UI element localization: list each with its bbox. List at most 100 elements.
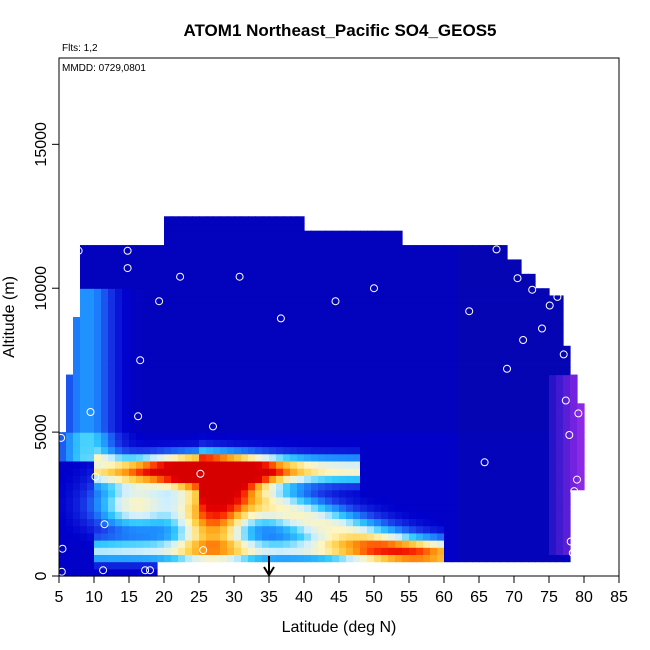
heatmap-cell xyxy=(346,245,354,253)
heatmap-cell xyxy=(521,547,529,556)
heatmap-cell xyxy=(493,460,501,469)
heatmap-cell xyxy=(66,374,74,383)
heatmap-cell xyxy=(150,439,158,448)
heatmap-cell xyxy=(171,302,179,311)
heatmap-cell xyxy=(164,360,172,368)
heatmap-cell xyxy=(409,281,417,289)
heatmap-cell xyxy=(451,424,459,433)
heatmap-cell xyxy=(332,252,340,261)
heatmap-cell xyxy=(353,252,361,261)
heatmap-cell xyxy=(185,532,193,541)
heatmap-cell xyxy=(367,468,375,476)
heatmap-cell xyxy=(486,331,494,340)
heatmap-cell xyxy=(101,511,109,520)
heatmap-cell xyxy=(115,309,123,318)
heatmap-cell xyxy=(199,216,207,225)
heatmap-cell xyxy=(80,475,88,484)
heatmap-cell xyxy=(423,446,431,455)
heatmap-cell xyxy=(297,554,305,563)
heatmap-cell xyxy=(374,439,382,448)
heatmap-cell xyxy=(248,237,256,246)
sample-points xyxy=(57,208,583,576)
heatmap-cell xyxy=(465,367,473,376)
heatmap-cell xyxy=(458,540,466,548)
heatmap-cell xyxy=(199,424,207,433)
heatmap-cell xyxy=(178,367,186,376)
heatmap-cell xyxy=(234,453,242,462)
heatmap-cell xyxy=(318,374,326,383)
heatmap-cell xyxy=(80,525,88,534)
heatmap-cell xyxy=(444,532,452,541)
heatmap-cell xyxy=(122,432,130,440)
heatmap-cell xyxy=(59,532,67,541)
heatmap-cell xyxy=(115,273,123,282)
heatmap-cell xyxy=(395,396,403,404)
heatmap-cell xyxy=(549,338,557,347)
heatmap-cell xyxy=(290,540,298,548)
heatmap-cell xyxy=(381,489,389,498)
heatmap-cell xyxy=(59,432,67,440)
heatmap-cell xyxy=(276,547,284,556)
x-tick-label: 45 xyxy=(330,589,348,606)
heatmap-cell xyxy=(437,547,445,556)
heatmap-cell xyxy=(360,511,368,520)
heatmap-cell xyxy=(304,367,312,376)
heatmap-cell xyxy=(178,532,186,541)
heatmap-cell xyxy=(248,216,256,225)
heatmap-cell xyxy=(486,396,494,404)
heatmap-cell xyxy=(94,410,102,419)
heatmap-cell xyxy=(465,374,473,383)
heatmap-cell xyxy=(150,259,158,268)
heatmap-cell xyxy=(297,252,305,261)
heatmap-cell xyxy=(507,439,515,448)
heatmap-cell xyxy=(241,381,249,390)
heatmap-cell xyxy=(87,504,95,512)
heatmap-cell xyxy=(507,554,515,563)
heatmap-cell xyxy=(353,281,361,289)
heatmap-cell xyxy=(528,374,536,383)
heatmap-cell xyxy=(360,540,368,548)
heatmap-cell xyxy=(87,518,95,527)
heatmap-cell xyxy=(248,403,256,412)
heatmap-cell xyxy=(479,460,487,469)
heatmap-cell xyxy=(563,453,571,462)
heatmap-cell xyxy=(318,381,326,390)
heatmap-cell xyxy=(465,460,473,469)
heatmap-cell xyxy=(178,324,186,332)
heatmap-cell xyxy=(507,446,515,455)
heatmap-cell xyxy=(101,259,109,268)
heatmap-cell xyxy=(227,288,235,297)
heatmap-cell xyxy=(451,331,459,340)
heatmap-cell xyxy=(563,432,571,440)
heatmap-cell xyxy=(444,540,452,548)
heatmap-cell xyxy=(444,460,452,469)
heatmap-cell xyxy=(500,504,508,512)
heatmap-cell xyxy=(423,367,431,376)
heatmap-cell xyxy=(402,424,410,433)
heatmap-cell xyxy=(150,281,158,289)
heatmap-cell xyxy=(73,540,81,548)
heatmap-cell xyxy=(486,432,494,440)
heatmap-cell xyxy=(206,281,214,289)
heatmap-cell xyxy=(290,252,298,261)
heatmap-cell xyxy=(129,540,137,548)
heatmap-cell xyxy=(374,345,382,354)
heatmap-cell xyxy=(402,302,410,311)
heatmap-cell xyxy=(360,475,368,484)
heatmap-cell xyxy=(465,547,473,556)
heatmap-cell xyxy=(234,288,242,297)
heatmap-cell xyxy=(220,468,228,476)
heatmap-cell xyxy=(493,388,501,397)
heatmap-cell xyxy=(479,374,487,383)
latitude-marker xyxy=(263,556,275,577)
heatmap-cell xyxy=(122,561,130,570)
heatmap-cell xyxy=(507,302,515,311)
heatmap-cell xyxy=(374,532,382,541)
heatmap-cell xyxy=(150,540,158,548)
heatmap-cell xyxy=(374,518,382,527)
heatmap-cell xyxy=(171,468,179,476)
heatmap-cell xyxy=(395,511,403,520)
heatmap-cell xyxy=(171,532,179,541)
heatmap-cell xyxy=(507,511,515,520)
heatmap-cell xyxy=(339,446,347,455)
